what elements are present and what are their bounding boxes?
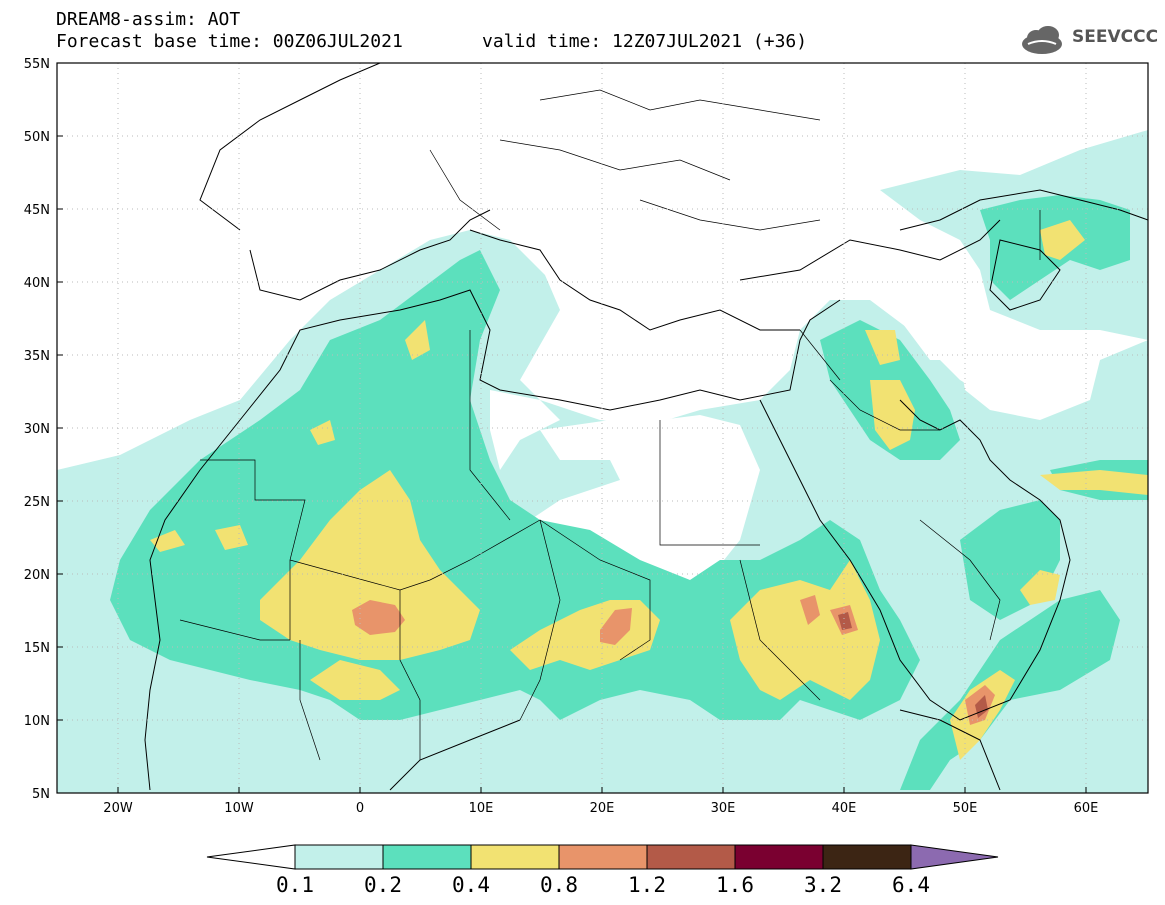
lat-label: 10N [24,714,50,729]
lon-label: 60E [1074,801,1099,816]
colorbar-label: 3.2 [804,873,842,897]
lat-label: 25N [24,495,50,510]
valid-time: valid time: 12Z07JUL2021 (+36) [482,31,808,52]
map-title: DREAM8-assim: AOT [56,9,241,30]
lat-label: 30N [24,422,50,437]
colorbar-label: 0.4 [452,873,490,897]
colorbar-swatch-0-2 [382,844,472,870]
lon-label: 10W [224,801,254,816]
colorbar: 0.1 0.2 0.4 0.8 1.2 1.6 3.2 6.4 [206,844,999,897]
colorbar-swatch-1-2 [646,844,736,870]
lat-label: 15N [24,641,50,656]
lon-label: 0 [356,801,364,816]
contour-0-4 [150,220,1148,760]
lon-label: 10E [469,801,494,816]
seevccc-logo: SEEVCCC [1072,27,1159,47]
lat-label: 45N [24,203,50,218]
lon-label: 20W [103,801,133,816]
lat-label: 40N [24,276,50,291]
lon-label: 50E [953,801,978,816]
cloud-icon [1022,26,1062,54]
coastlines [144,63,1148,791]
colorbar-label: 0.8 [540,873,578,897]
lon-label: 20E [590,801,615,816]
colorbar-label: 0.1 [276,873,314,897]
lat-label: 50N [24,130,50,145]
colorbar-label: 6.4 [892,873,930,897]
axis-ticks [57,62,1087,794]
colorbar-high-arrow [910,844,999,870]
colorbar-label: 1.2 [628,873,666,897]
aot-contours [57,130,1148,793]
contour-0-8 [352,595,995,725]
lat-label: 35N [24,349,50,364]
colorbar-low-arrow [206,844,296,870]
country-borders [179,89,1041,761]
lon-label: 30E [711,801,736,816]
colorbar-swatch-3-2 [822,844,912,870]
forecast-base-time: Forecast base time: 00Z06JUL2021 [56,31,403,52]
colorbar-label: 0.2 [364,873,402,897]
colorbar-swatch-0-1 [294,844,384,870]
lon-label: 40E [832,801,857,816]
latitude-labels: 55N 50N 45N 40N 35N 30N 25N 20N 15N 10N … [24,57,50,802]
lat-label: 20N [24,568,50,583]
colorbar-swatch-1-6 [734,844,824,870]
colorbar-swatch-0-4 [470,844,560,870]
longitude-labels: 20W 10W 0 10E 20E 30E 40E 50E 60E [103,801,1098,816]
colorbar-label: 1.6 [716,873,754,897]
map-gridlines [57,63,1148,793]
lat-label: 5N [32,787,50,802]
colorbar-swatch-0-8 [558,844,648,870]
lat-label: 55N [24,57,50,72]
